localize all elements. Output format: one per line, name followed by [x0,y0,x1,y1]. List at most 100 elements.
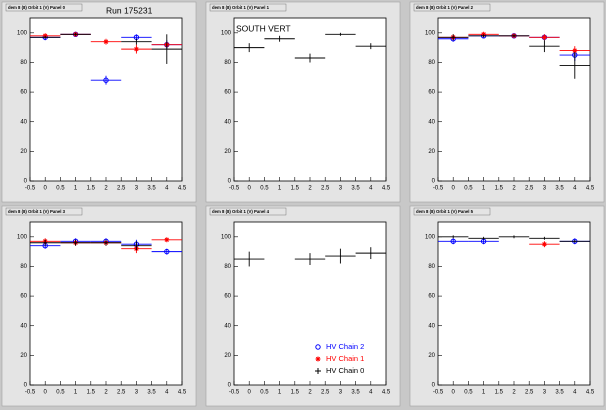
x-tick-label: 2 [104,390,108,396]
y-tick-label: 100 [221,234,232,240]
x-tick-label: 0 [248,186,252,192]
x-tick-label: 0 [452,186,456,192]
x-tick-label: 0 [248,390,252,396]
x-tick-label: -0.5 [229,390,240,396]
x-tick-label: 3 [339,186,343,192]
pad: dem 8 (8) Orbit 1 (V) Panel 402040608010… [205,205,401,407]
plot-frame [437,17,591,182]
x-tick-label: 0 [452,390,456,396]
x-tick-label: 2 [104,186,108,192]
plot-frame [233,221,387,386]
y-tick-label: 100 [17,30,28,36]
y-tick-label: 80 [224,264,231,270]
y-tick-label: 20 [20,149,27,155]
x-tick-label: 4 [369,390,373,396]
x-tick-label: 1.5 [291,390,300,396]
pad-title: dem 8 (8) Orbit 1 (V) Panel 2 [416,5,474,10]
x-tick-label: 3 [543,186,547,192]
legend-marker [315,356,321,362]
x-tick-label: 3 [135,390,139,396]
x-tick-label: 3.5 [555,390,564,396]
y-tick-label: 80 [428,264,435,270]
x-tick-label: -0.5 [433,186,444,192]
y-tick-label: 40 [20,323,27,329]
x-tick-label: 0 [44,390,48,396]
y-tick-label: 80 [20,60,27,66]
y-tick-label: 60 [20,90,27,96]
marker [103,39,109,45]
y-tick-label: 20 [428,149,435,155]
x-tick-label: 0.5 [464,186,473,192]
x-tick-label: 1 [482,390,486,396]
x-tick-label: 2 [512,390,516,396]
y-tick-label: 100 [425,234,436,240]
x-tick-label: 3 [339,390,343,396]
x-tick-label: -0.5 [229,186,240,192]
pad-title-box [209,207,287,216]
marker [541,241,547,247]
plot-frame [233,17,387,182]
legend-marker [315,368,321,374]
pad-title-box [5,207,83,216]
x-tick-label: 1.5 [291,186,300,192]
y-tick-label: 40 [428,119,435,125]
x-tick-label: 4 [573,390,577,396]
y-tick-label: 60 [20,294,27,300]
y-tick-label: 20 [428,353,435,359]
x-tick-label: -0.5 [25,186,36,192]
legend-label: HV Chain 1 [326,354,364,363]
x-tick-label: 3.5 [147,186,156,192]
x-tick-label: 2.5 [525,390,534,396]
x-tick-label: 2.5 [117,390,126,396]
x-tick-label: 2.5 [525,186,534,192]
marker [450,238,456,244]
x-tick-label: 1.5 [495,186,504,192]
y-tick-label: 100 [221,30,232,36]
x-tick-label: 0.5 [56,186,65,192]
plot-frame [29,221,183,386]
x-tick-label: 2 [512,186,516,192]
y-tick-label: 40 [428,323,435,329]
pad-title-box [209,3,287,12]
x-tick-label: 1.5 [87,186,96,192]
x-tick-label: 3.5 [147,390,156,396]
x-tick-label: 4.5 [178,390,187,396]
y-tick-label: 80 [20,264,27,270]
pad: dem 8 (8) Orbit 1 (V) Panel 502040608010… [409,205,605,407]
x-tick-label: 3.5 [351,186,360,192]
x-tick-label: 0 [44,186,48,192]
y-tick-label: 60 [224,294,231,300]
pad-title-box [413,3,491,12]
x-tick-label: 3 [135,186,139,192]
marker [133,46,139,52]
y-tick-label: 60 [428,294,435,300]
y-tick-label: 80 [224,60,231,66]
y-tick-label: 0 [432,383,436,389]
pad-title: dem 8 (8) Orbit 1 (V) Panel 1 [212,5,270,10]
x-tick-label: -0.5 [433,390,444,396]
plot-frame [437,221,591,386]
marker [541,34,547,40]
x-tick-label: 4 [369,186,373,192]
x-tick-label: 4.5 [586,390,595,396]
x-tick-label: 0.5 [56,390,65,396]
plot-frame [29,17,183,182]
x-tick-label: 4.5 [382,390,391,396]
pad-title: dem 8 (8) Orbit 1 (V) Panel 4 [212,209,270,214]
y-tick-label: 40 [224,119,231,125]
x-tick-label: 4.5 [382,186,391,192]
x-tick-label: 3 [543,390,547,396]
x-tick-label: 4.5 [586,186,595,192]
y-tick-label: 20 [20,353,27,359]
x-tick-label: 0.5 [464,390,473,396]
x-tick-label: 2.5 [117,186,126,192]
pad: dem 8 (8) Orbit 1 (V) Panel 202040608010… [409,1,605,203]
x-tick-label: 4 [165,186,169,192]
x-tick-label: 2 [308,390,312,396]
annotation: SOUTH VERT [236,23,291,33]
y-tick-label: 100 [425,30,436,36]
pad: dem 8 (8) Orbit 1 (V) Panel 002040608010… [1,1,197,203]
pad-title: dem 8 (8) Orbit 1 (V) Panel 5 [416,209,474,214]
